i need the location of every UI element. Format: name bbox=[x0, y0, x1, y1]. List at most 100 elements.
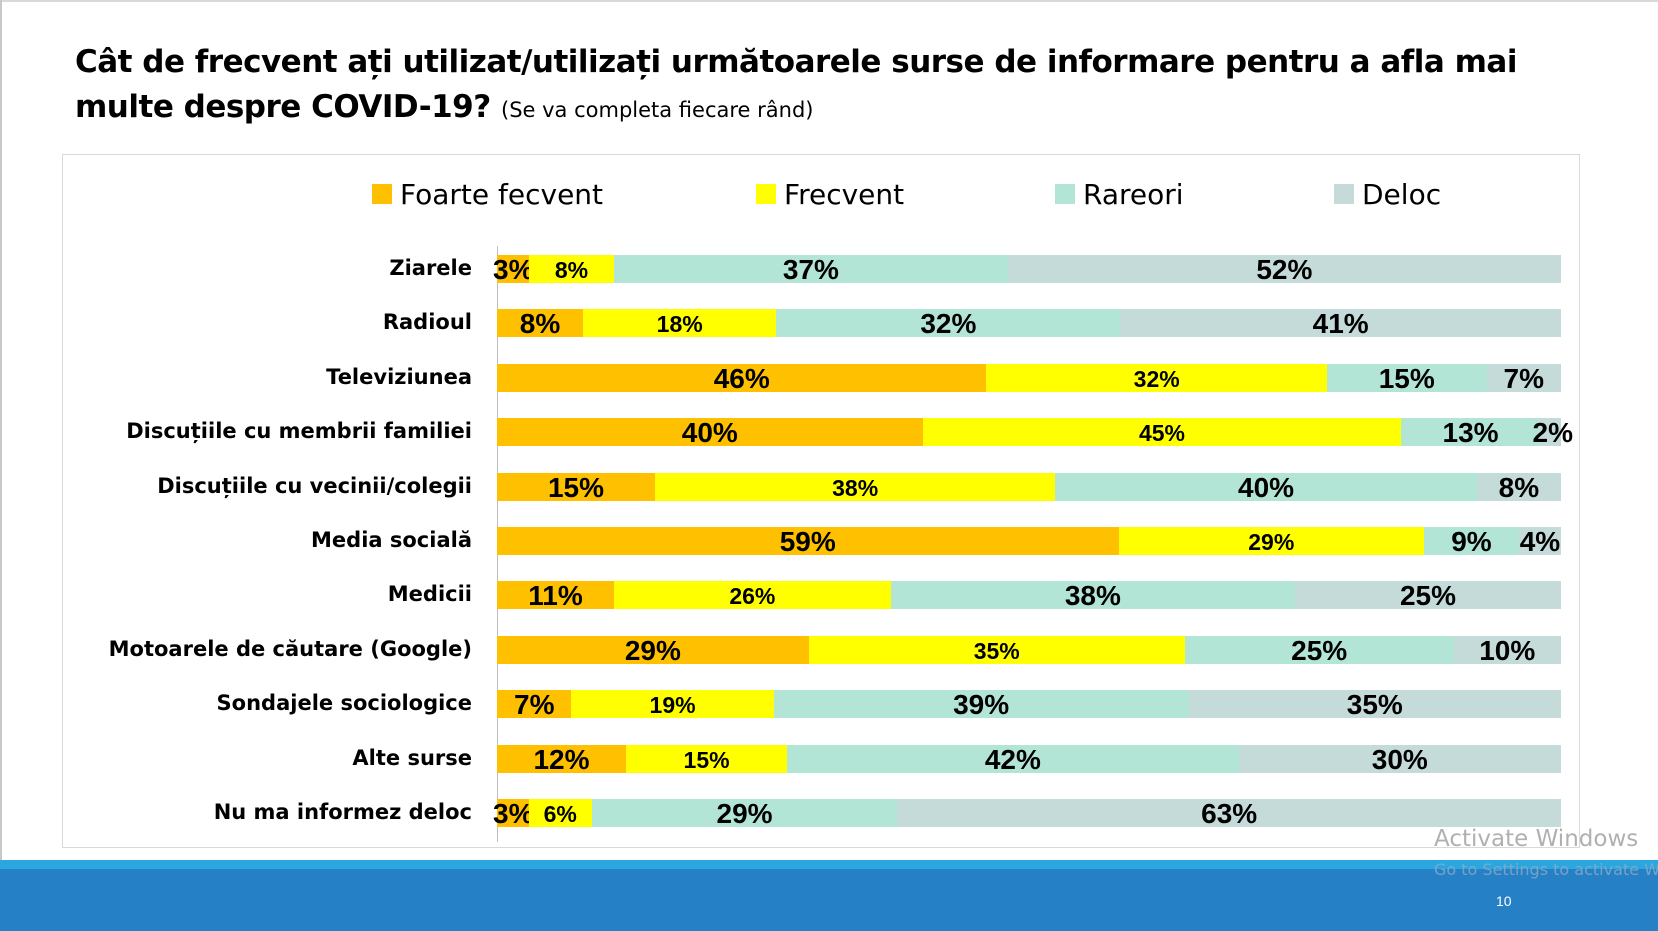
bar-segment bbox=[1184, 635, 1454, 664]
legend-item: Frecvent bbox=[756, 176, 904, 212]
data-label: 25% bbox=[1399, 580, 1457, 612]
bar-segment bbox=[1486, 363, 1561, 392]
legend-swatch bbox=[1334, 184, 1354, 204]
data-label: 32% bbox=[920, 308, 977, 340]
category-label: Televiziunea bbox=[326, 364, 472, 389]
slide-title-sub: (Se va completa fiecare rând) bbox=[501, 98, 814, 122]
bar-segment bbox=[571, 690, 774, 719]
data-label: 35% bbox=[1346, 689, 1403, 721]
data-label: 15% bbox=[1378, 362, 1435, 394]
data-label: 7% bbox=[1503, 362, 1544, 394]
data-label: 18% bbox=[656, 311, 703, 338]
bar-segment bbox=[808, 635, 1185, 664]
data-label: 40% bbox=[681, 417, 738, 449]
data-label: 13% bbox=[1442, 417, 1499, 449]
bar-segment bbox=[1539, 418, 1561, 447]
category-label: Discuțiile cu vecinii/colegii bbox=[157, 473, 472, 498]
data-label: 45% bbox=[1138, 420, 1186, 447]
bar-segment bbox=[582, 309, 777, 338]
data-label: 19% bbox=[649, 692, 696, 719]
bar-segment bbox=[1055, 472, 1477, 501]
data-label: 29% bbox=[1248, 529, 1295, 555]
bar-segment bbox=[497, 363, 987, 392]
bar-segment bbox=[497, 635, 809, 664]
slide-left-border bbox=[0, 0, 2, 860]
data-label: 26% bbox=[729, 583, 776, 610]
page-number: 10 bbox=[1496, 893, 1512, 909]
bar-segment bbox=[497, 418, 923, 447]
bar-segment bbox=[890, 581, 1295, 610]
data-label: 8% bbox=[554, 257, 589, 283]
bar-segment bbox=[614, 581, 891, 610]
category-label: Ziarele bbox=[389, 256, 472, 280]
data-label: 46% bbox=[713, 362, 770, 394]
watermark-activate-windows: Activate Windows bbox=[1434, 826, 1639, 852]
data-label: 25% bbox=[1291, 634, 1348, 666]
bar-segment bbox=[897, 799, 1561, 827]
legend-item: Foarte fecvent bbox=[372, 176, 603, 212]
slide-title: Cât de frecvent ați utilizat/utilizați u… bbox=[75, 40, 1555, 133]
bar-segment bbox=[1424, 527, 1519, 555]
data-label: 37% bbox=[782, 254, 839, 285]
bar-segment bbox=[497, 581, 615, 610]
data-label: 15% bbox=[547, 471, 605, 503]
bar-segment bbox=[787, 744, 1239, 773]
legend-label: Deloc bbox=[1362, 177, 1442, 211]
data-label: 6% bbox=[543, 801, 577, 827]
data-label: 29% bbox=[716, 798, 773, 829]
data-label: 29% bbox=[624, 634, 681, 666]
data-label: 8% bbox=[1498, 471, 1540, 503]
category-label: Media socială bbox=[311, 528, 472, 552]
footer-band bbox=[0, 869, 1658, 931]
legend-label: Foarte fecvent bbox=[400, 177, 604, 211]
data-label: 63% bbox=[1201, 798, 1258, 829]
category-label: Alte surse bbox=[352, 745, 472, 770]
data-label: 39% bbox=[953, 689, 1010, 721]
data-label: 40% bbox=[1238, 471, 1295, 503]
slide-title-main: Cât de frecvent ați utilizat/utilizați u… bbox=[75, 44, 1517, 125]
bar-segment bbox=[497, 255, 529, 283]
data-label: 2% bbox=[1532, 417, 1573, 449]
bar-segment bbox=[1453, 635, 1561, 664]
bar-segment bbox=[1188, 690, 1561, 719]
data-label: 41% bbox=[1312, 308, 1369, 340]
bar-segment bbox=[528, 255, 615, 283]
bar-segment bbox=[497, 690, 572, 719]
legend-swatch bbox=[756, 184, 776, 204]
bar-segment bbox=[497, 472, 656, 501]
bar-segment bbox=[497, 799, 529, 827]
bar-segment bbox=[1518, 527, 1561, 555]
bar-segment bbox=[655, 472, 1056, 501]
bar-segment bbox=[922, 418, 1402, 447]
bar-segment bbox=[1118, 527, 1425, 555]
bar-segment bbox=[1326, 363, 1487, 392]
legend-swatch bbox=[372, 184, 392, 204]
data-label: 30% bbox=[1371, 743, 1428, 775]
category-label: Nu ma informez deloc bbox=[213, 800, 472, 824]
category-label: Medicii bbox=[387, 582, 472, 607]
bar-segment bbox=[625, 744, 788, 773]
bar-segment bbox=[1007, 255, 1561, 283]
bar-segment bbox=[1120, 309, 1561, 338]
category-label: Motoarele de căutare (Google) bbox=[108, 636, 472, 661]
legend-item: Rareori bbox=[1055, 176, 1184, 212]
data-label: 10% bbox=[1479, 634, 1536, 666]
data-label: 52% bbox=[1256, 254, 1313, 285]
data-label: 15% bbox=[683, 746, 730, 773]
bar-segment bbox=[497, 309, 583, 338]
slide-top-border bbox=[0, 0, 1658, 2]
data-label: 32% bbox=[1133, 365, 1180, 392]
data-label: 9% bbox=[1451, 526, 1492, 557]
bar-segment bbox=[776, 309, 1121, 338]
bar-segment bbox=[528, 799, 592, 827]
category-label: Discuțiile cu membrii familiei bbox=[126, 419, 472, 444]
data-label: 38% bbox=[832, 474, 879, 501]
bar-segment bbox=[614, 255, 1008, 283]
category-label: Sondajele sociologice bbox=[216, 691, 472, 716]
category-label: Radioul bbox=[382, 310, 472, 335]
legend-label: Frecvent bbox=[784, 177, 905, 211]
bar-segment bbox=[591, 799, 898, 827]
legend-item: Deloc bbox=[1334, 176, 1441, 212]
data-label: 11% bbox=[528, 580, 583, 612]
bar-segment bbox=[1295, 581, 1561, 610]
